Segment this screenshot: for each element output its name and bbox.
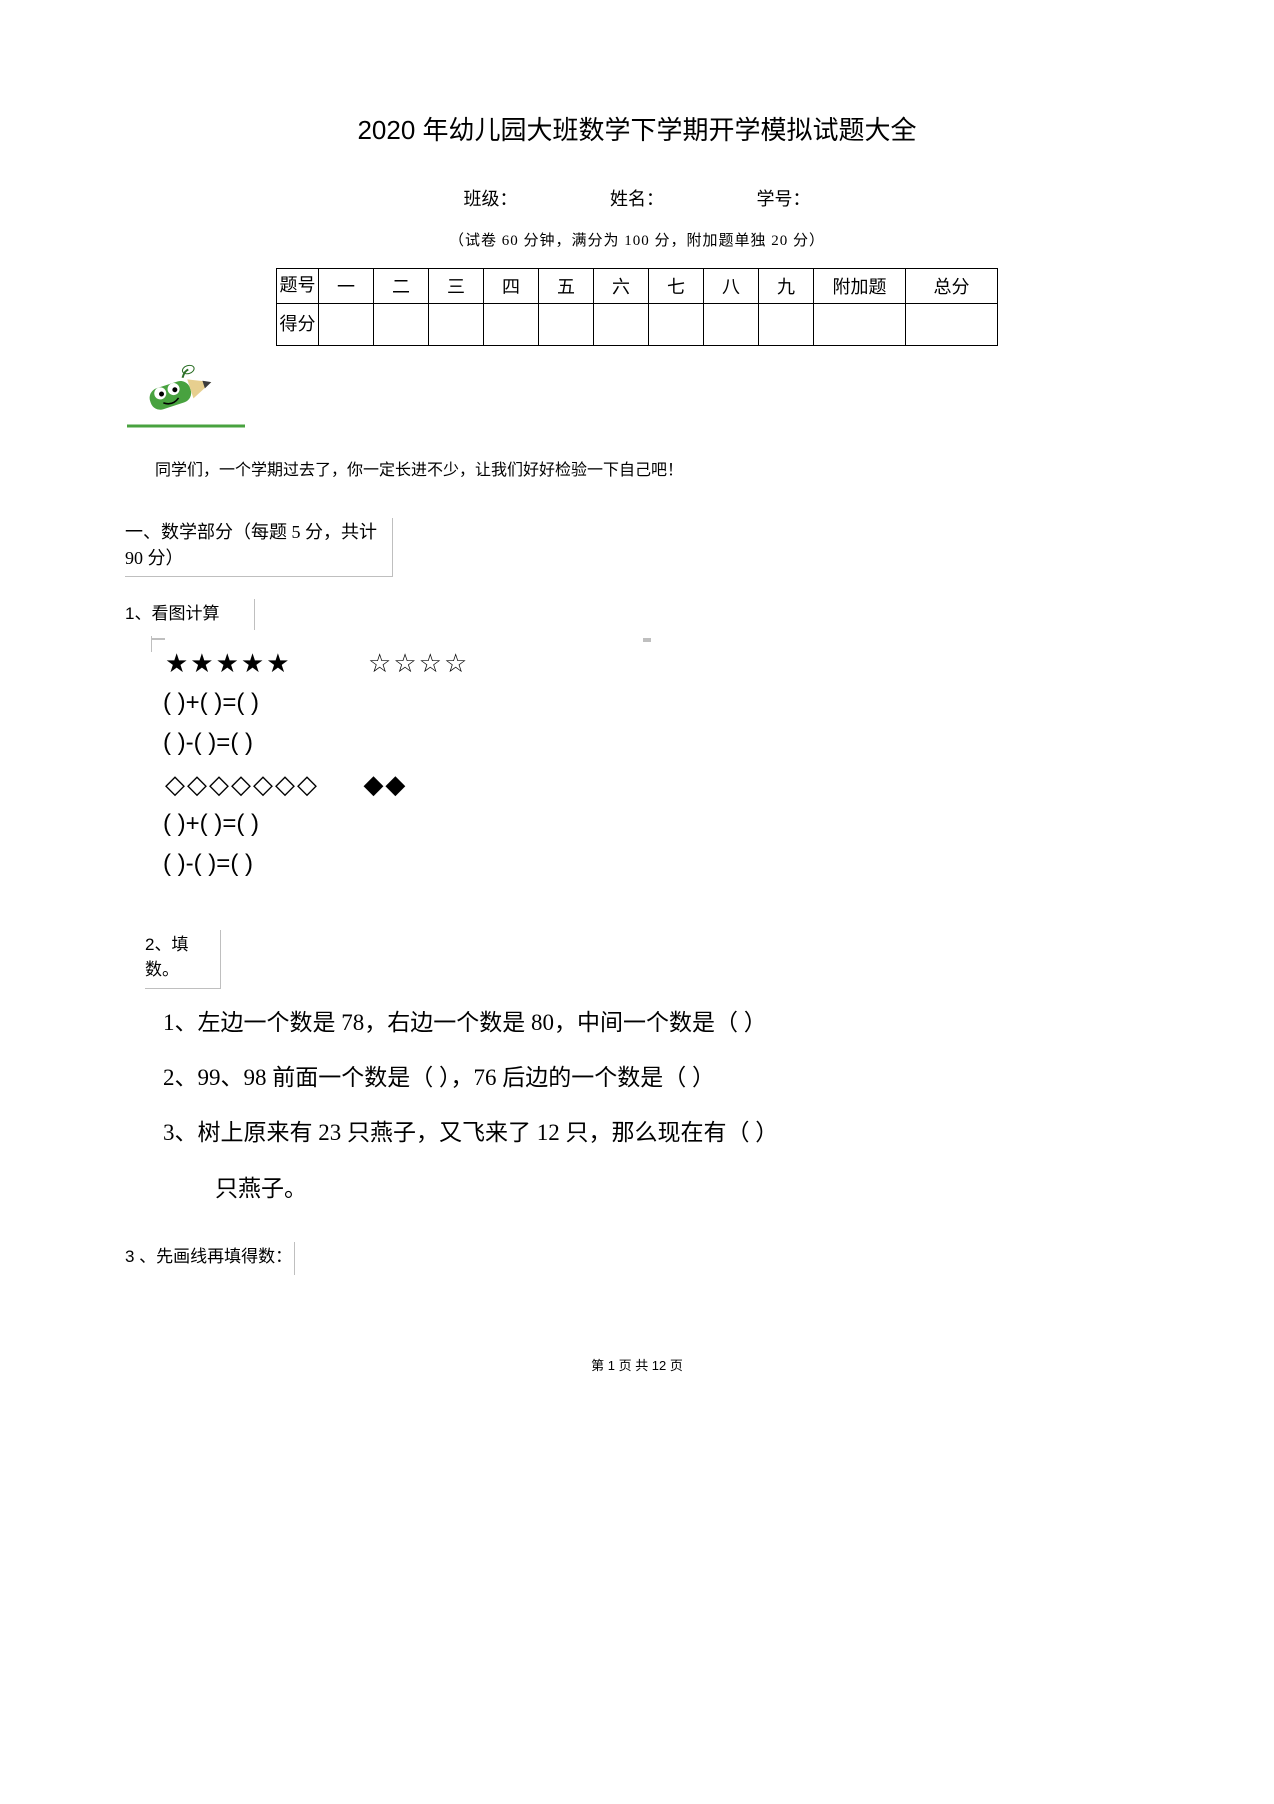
question-label: 3 、先画线再填得数： xyxy=(125,1242,294,1267)
col: 九 xyxy=(759,269,814,304)
question-label: 2、填数。 xyxy=(145,930,220,980)
equation-add: ( )+( )=( ) xyxy=(163,689,639,717)
col: 五 xyxy=(539,269,594,304)
q2-line: 只燕子。 xyxy=(163,1161,1149,1216)
col: 七 xyxy=(649,269,704,304)
filled-diamonds: ◆◆ xyxy=(363,769,407,799)
col: 六 xyxy=(594,269,649,304)
section-title: 一、数学部分（每题 5 分，共计 90 分） xyxy=(125,522,377,568)
q2-line: 3、树上原来有 23 只燕子，又飞来了 12 只，那么现在有（ ） xyxy=(163,1105,1149,1160)
blank-fields-line: 班级： 姓名： 学号： xyxy=(125,185,1149,211)
q2-line: 2、99、98 前面一个数是（ ），76 后边的一个数是（ ） xyxy=(163,1050,1149,1105)
col-total: 总分 xyxy=(906,269,998,304)
pencil-icon xyxy=(125,364,1149,434)
open-stars: ☆☆☆☆ xyxy=(368,648,469,678)
label-class: 班级： xyxy=(464,189,518,209)
col: 三 xyxy=(429,269,484,304)
row-header: 题号 xyxy=(277,269,319,304)
score-table: 题号 一 二 三 四 五 六 七 八 九 附加题 总分 得分 xyxy=(276,268,998,346)
col: 四 xyxy=(484,269,539,304)
equation-sub2: ( )-( )=( ) xyxy=(163,850,639,878)
row-header: 得分 xyxy=(277,304,319,346)
label-number: 学号： xyxy=(757,189,811,209)
q2-line: 1、左边一个数是 78，右边一个数是 80，中间一个数是（ ） xyxy=(163,995,1149,1050)
intro-text: 同学们，一个学期过去了，你一定长进不少，让我们好好检验一下自己吧！ xyxy=(155,456,1149,480)
page-footer: 第 1 页 共 12 页 xyxy=(125,1355,1149,1374)
col: 八 xyxy=(704,269,759,304)
exam-duration: （试卷 60 分钟，满分为 100 分，附加题单独 20 分） xyxy=(125,229,1149,250)
open-diamonds: ◇◇◇◇◇◇◇ xyxy=(165,769,319,799)
filled-stars: ★★★★★ xyxy=(165,648,292,678)
q1-figure: ★★★★★ ☆☆☆☆ ( )+( )=( ) ( )-( )=( ) ◇◇◇◇◇… xyxy=(151,638,651,900)
col: 一 xyxy=(319,269,374,304)
col-bonus: 附加题 xyxy=(814,269,906,304)
table-row: 得分 xyxy=(277,304,998,346)
label-name: 姓名： xyxy=(610,189,664,209)
equation-add2: ( )+( )=( ) xyxy=(163,810,639,838)
col: 二 xyxy=(374,269,429,304)
table-row: 题号 一 二 三 四 五 六 七 八 九 附加题 总分 xyxy=(277,269,998,304)
question-label: 1、看图计算 xyxy=(125,599,254,624)
q2-text: 1、左边一个数是 78，右边一个数是 80，中间一个数是（ ） 2、99、98 … xyxy=(163,995,1149,1216)
equation-sub: ( )-( )=( ) xyxy=(163,729,639,757)
page-title: 2020 年幼儿园大班数学下学期开学模拟试题大全 xyxy=(125,110,1149,147)
section-heading: 一、数学部分（每题 5 分，共计 90 分） xyxy=(125,518,393,577)
